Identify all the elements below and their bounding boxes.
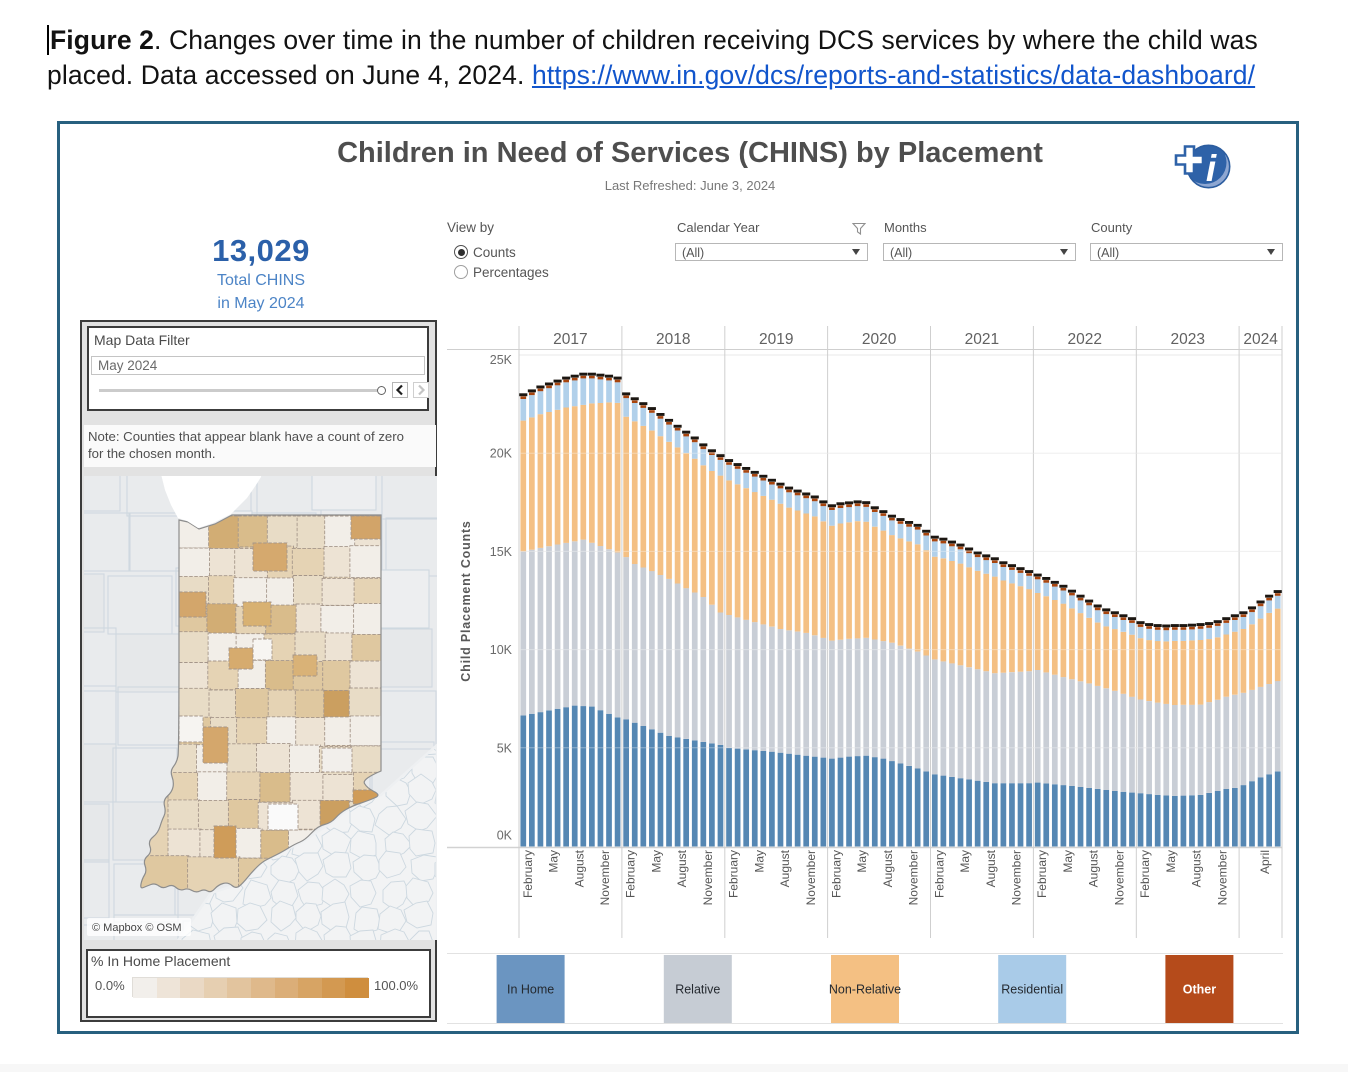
svg-text:Relative: Relative [675,983,720,997]
svg-text:November: November [598,850,612,905]
svg-text:2020: 2020 [862,331,897,348]
svg-text:0K: 0K [497,829,513,843]
svg-text:5K: 5K [497,741,513,755]
svg-text:August: August [984,849,998,887]
svg-text:Other: Other [1183,983,1216,997]
svg-text:February: February [1035,850,1049,898]
svg-text:November: November [907,850,921,905]
svg-text:May: May [1164,850,1178,873]
svg-text:2021: 2021 [965,331,999,348]
svg-text:2018: 2018 [656,331,690,348]
svg-text:November: November [804,850,818,905]
svg-text:May: May [752,850,766,873]
svg-text:May: May [547,850,561,873]
svg-text:November: November [1215,850,1229,905]
svg-text:© Mapbox © OSM: © Mapbox © OSM [92,922,182,934]
svg-text:February: February [1138,850,1152,898]
svg-text:November: November [701,850,715,905]
svg-text:May: May [650,850,664,873]
svg-text:2022: 2022 [1068,331,1102,348]
svg-text:August: August [778,849,792,887]
svg-text:August: August [1087,849,1101,887]
svg-text:February: February [932,850,946,898]
svg-text:August: August [1190,849,1204,887]
svg-text:November: November [1112,850,1126,905]
svg-text:15K: 15K [490,545,513,559]
svg-text:i: i [1206,148,1217,189]
svg-text:May: May [855,850,869,873]
svg-text:August: August [572,849,586,887]
svg-text:February: February [727,850,741,898]
svg-text:Non-Relative: Non-Relative [829,983,901,997]
svg-text:Residential: Residential [1001,983,1063,997]
svg-text:February: February [624,850,638,898]
svg-text:May: May [958,850,972,873]
svg-text:November: November [1010,850,1024,905]
svg-text:In Home: In Home [507,983,554,997]
svg-text:February: February [830,850,844,898]
svg-text:10K: 10K [490,643,513,657]
svg-text:February: February [521,850,535,898]
svg-text:April: April [1258,850,1272,874]
svg-text:20K: 20K [490,447,513,461]
svg-text:May: May [1061,850,1075,873]
svg-text:2024: 2024 [1243,331,1278,348]
svg-text:August: August [881,849,895,887]
svg-text:2023: 2023 [1170,331,1204,348]
svg-text:Child Placement Counts: Child Placement Counts [459,520,473,681]
svg-text:2019: 2019 [759,331,793,348]
svg-text:25K: 25K [490,353,513,367]
svg-text:August: August [675,849,689,887]
svg-text:2017: 2017 [553,331,587,348]
